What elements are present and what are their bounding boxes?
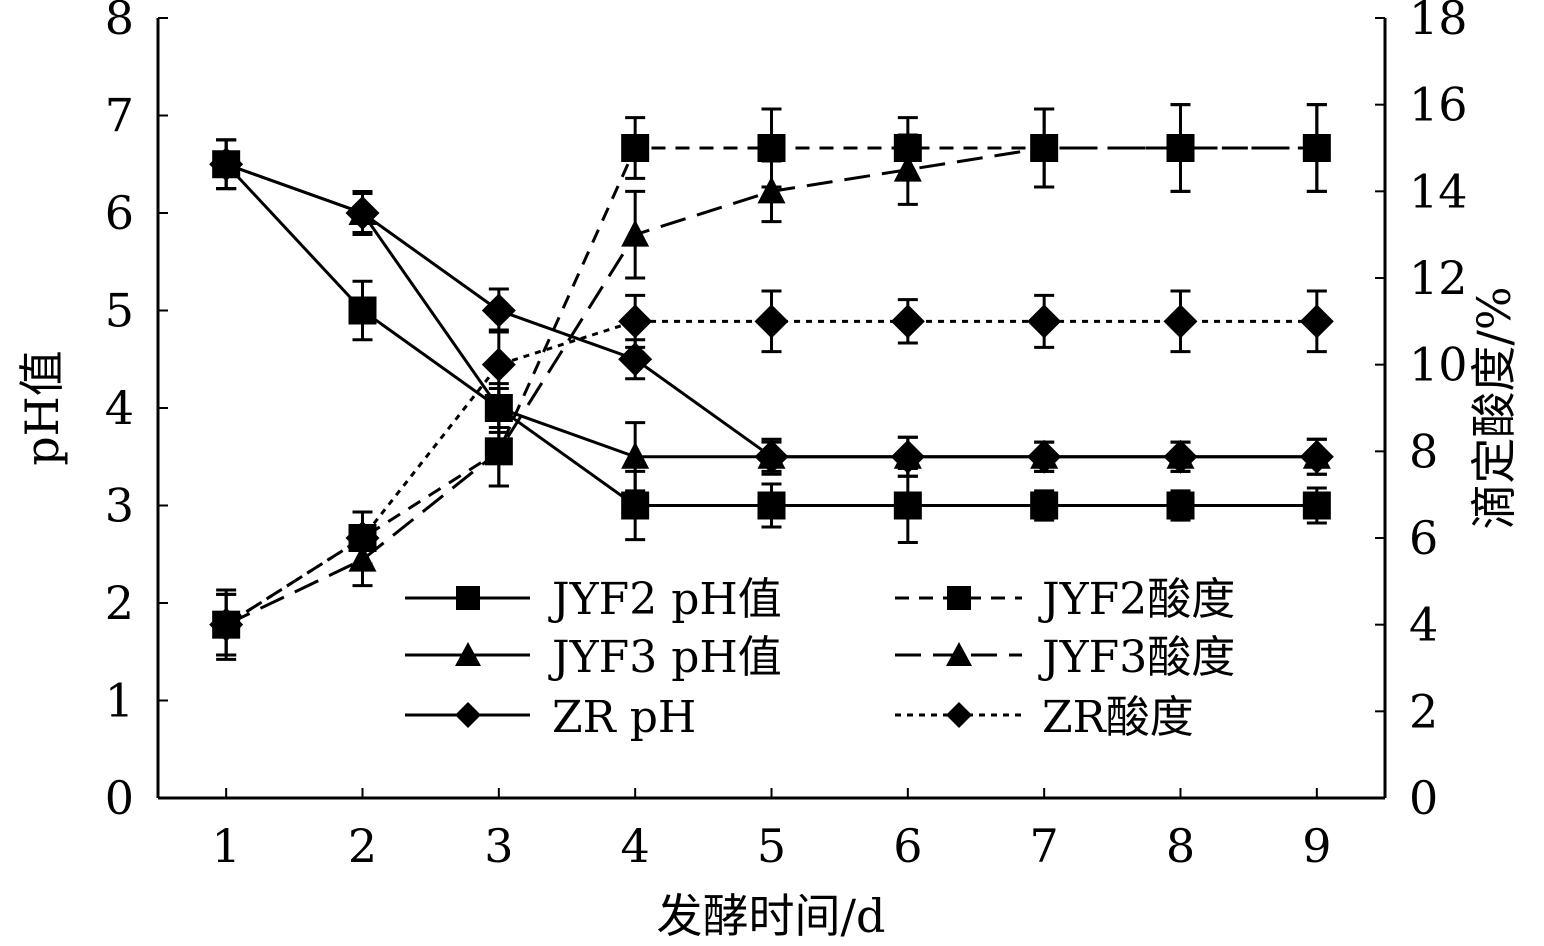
series-2-point-4	[621, 441, 650, 469]
y-left-tick-label-8: 8	[105, 0, 134, 45]
y-left-tick-label-4: 4	[105, 381, 134, 435]
y-right-tick-label-18: 18	[1409, 0, 1468, 45]
legend-item-jyf3-ph: JYF3 pH值	[405, 632, 782, 683]
series-3	[209, 138, 1334, 478]
x-tick-label-7: 7	[1030, 819, 1059, 873]
series-1-point-5	[757, 491, 786, 520]
series-6-point-5	[754, 304, 789, 339]
x-tick-label-1: 1	[212, 819, 241, 873]
series-5-point-7	[1030, 133, 1059, 160]
series-3-point-8	[1163, 439, 1198, 474]
legend-item-zr-ph: ZR pH	[405, 692, 696, 743]
series-5-point-3	[484, 436, 513, 464]
y-right-tick-label-16: 16	[1409, 78, 1468, 132]
y-axis-right-title: 滴定酸度/%	[1467, 286, 1521, 529]
y-right-tick-label-6: 6	[1409, 511, 1438, 565]
y-axis-left-title: pH值	[15, 350, 69, 466]
series-1-point-7	[1030, 491, 1059, 520]
y-left-tick-label-6: 6	[105, 186, 134, 240]
x-tick-label-4: 4	[621, 819, 650, 873]
series-5-point-9	[1302, 133, 1331, 160]
series-4-line	[225, 146, 1317, 626]
series-1-point-4	[621, 491, 650, 520]
y-left-tick-label-2: 2	[105, 576, 134, 630]
legend-item-jyf2-ph: JYF2 pH值	[405, 574, 782, 625]
legend-label-jyf2-ph: JYF2 pH值	[548, 574, 782, 625]
series-layer	[209, 103, 1334, 661]
series-6-point-8	[1163, 304, 1198, 339]
series-3-point-3	[481, 293, 516, 328]
y-left-tick-label-7: 7	[105, 89, 134, 143]
series-5-point-8	[1166, 133, 1195, 160]
series-3-point-2	[345, 196, 380, 230]
y-left-tick-label-3: 3	[105, 479, 134, 533]
series-6-point-9	[1299, 304, 1334, 339]
y-left-tick-label-5: 5	[105, 284, 134, 338]
legend-marker-zr-ph	[455, 702, 481, 728]
legend-label-jyf3-acid: JYF3酸度	[1038, 632, 1235, 683]
series-6-point-7	[1027, 304, 1062, 339]
legend-label-zr-acid: ZR酸度	[1042, 692, 1194, 743]
legend-label-jyf3-ph: JYF3 pH值	[548, 632, 782, 683]
series-3-point-9	[1299, 439, 1334, 474]
series-6	[209, 289, 1334, 657]
legend-label-zr-ph: ZR pH	[552, 692, 696, 743]
series-3-point-7	[1027, 439, 1062, 474]
y-right-tick-label-2: 2	[1409, 684, 1438, 738]
legend-marker-jyf3-ph	[455, 642, 481, 666]
series-6-point-2	[345, 521, 380, 555]
series-6-point-4	[618, 304, 653, 339]
series-6-point-1	[209, 607, 244, 642]
series-1-point-2	[348, 296, 377, 325]
y-right-tick-label-0: 0	[1409, 771, 1438, 825]
x-tick-label-8: 8	[1166, 819, 1195, 873]
series-1-point-9	[1302, 491, 1331, 520]
legend-item-zr-acid: ZR酸度	[895, 692, 1194, 743]
series-5-point-5	[757, 176, 786, 204]
series-4-point-4	[621, 134, 650, 162]
y-right-tick-label-12: 12	[1409, 251, 1468, 305]
legend-marker-zr-acid	[946, 702, 972, 728]
x-tick-label-3: 3	[484, 819, 513, 873]
y-left-tick-label-1: 1	[105, 674, 134, 728]
x-tick-label-2: 2	[348, 819, 377, 873]
legend: JYF2 pH值 JYF3 pH值 ZR pH JYF2酸度 JYF3酸度 ZR…	[405, 574, 1235, 743]
legend-marker-jyf2-acid	[947, 586, 971, 610]
series-2-point-3	[484, 393, 513, 420]
series-4-point-5	[757, 134, 786, 162]
legend-marker-jyf3-acid	[946, 642, 972, 666]
series-5-point-6	[893, 154, 922, 182]
y-left-tick-label-0: 0	[105, 771, 134, 825]
series-6-point-3	[481, 347, 516, 382]
x-axis-title: 发酵时间/d	[657, 889, 886, 943]
series-1-point-6	[893, 491, 922, 520]
y-right-tick-label-10: 10	[1409, 338, 1468, 392]
series-5-point-4	[621, 219, 650, 247]
y-right-tick-label-8: 8	[1409, 424, 1438, 478]
x-tick-label-9: 9	[1302, 819, 1331, 873]
series-3-point-1	[209, 147, 244, 182]
y-right-tick-label-4: 4	[1409, 598, 1438, 652]
series-1-point-8	[1166, 491, 1195, 520]
series-3-point-4	[618, 342, 653, 377]
x-tick-label-6: 6	[893, 819, 922, 873]
legend-item-jyf2-acid: JYF2酸度	[895, 574, 1235, 625]
series-3-point-6	[890, 439, 925, 474]
axis-ticks	[158, 17, 1385, 799]
series-6-point-6	[890, 304, 925, 339]
legend-label-jyf2-acid: JYF2酸度	[1038, 574, 1235, 625]
series-3-point-5	[754, 439, 789, 474]
series-5	[212, 103, 1331, 657]
x-tick-label-5: 5	[757, 819, 786, 873]
legend-marker-jyf2-ph	[456, 586, 480, 610]
y-right-tick-label-14: 14	[1409, 164, 1468, 218]
legend-item-jyf3-acid: JYF3酸度	[895, 632, 1235, 683]
